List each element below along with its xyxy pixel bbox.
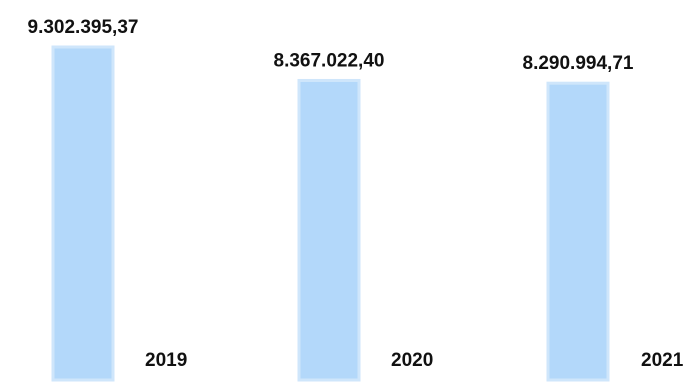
value-labels-group: 9.302.395,37 8.367.022,40 8.290.994,71 xyxy=(28,17,634,74)
category-label-2020: 2020 xyxy=(391,350,433,371)
bar-2020 xyxy=(297,78,361,382)
bar-2019 xyxy=(51,45,115,382)
category-label-2019: 2019 xyxy=(145,350,187,371)
bars-group xyxy=(51,45,610,382)
value-label-2019: 9.302.395,37 xyxy=(28,17,139,38)
value-label-2020: 8.367.022,40 xyxy=(274,50,385,71)
value-label-2021: 8.290.994,71 xyxy=(523,53,634,74)
bar-2021 xyxy=(546,81,610,382)
category-labels-group: 2019 2020 2021 xyxy=(145,350,684,371)
category-label-2021: 2021 xyxy=(641,350,684,371)
